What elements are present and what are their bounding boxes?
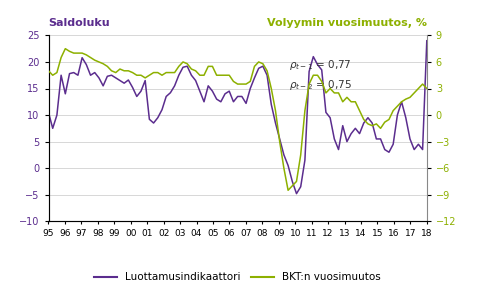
Text: $\rho_{t-1}$ = 0,77
$\rho_{t-2}$ = 0,75: $\rho_{t-1}$ = 0,77 $\rho_{t-2}$ = 0,75 (288, 58, 351, 92)
Legend: Luottamusindikaattori, BKT:n vuosimuutos: Luottamusindikaattori, BKT:n vuosimuutos (90, 268, 385, 287)
Text: Saldoluku: Saldoluku (48, 18, 110, 28)
Text: Volyymin vuosimuutos, %: Volyymin vuosimuutos, % (266, 18, 426, 28)
